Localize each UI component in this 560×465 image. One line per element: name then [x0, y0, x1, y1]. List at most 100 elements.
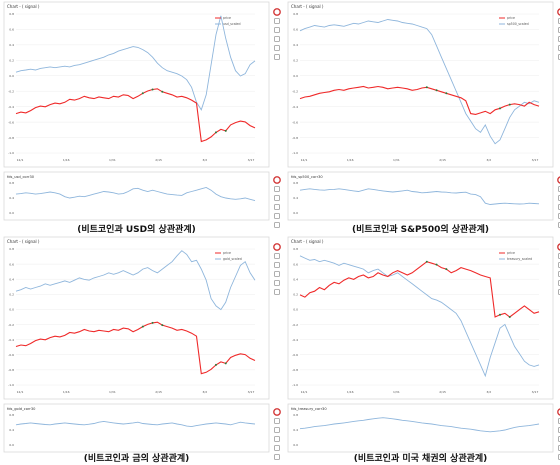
- bokeh-logo-icon: [273, 243, 281, 251]
- y-tick-label: 0.4: [9, 277, 14, 281]
- y-tick-label: -0.2: [292, 89, 298, 93]
- x-tick-label: 1/16: [347, 158, 354, 162]
- price-point-marker: [214, 363, 217, 366]
- price-point-marker: [498, 313, 501, 316]
- pan-icon[interactable]: [558, 186, 560, 192]
- y-tick-label: 0.0: [9, 308, 14, 312]
- wheel-zoom-icon[interactable]: [558, 436, 560, 442]
- price-point-marker: [224, 129, 227, 132]
- corr30-line: [299, 188, 540, 205]
- sub-y-tick-label: 0.4: [293, 428, 298, 432]
- bokeh-logo-icon: [273, 176, 281, 184]
- sub-chart-frame: [3, 171, 270, 221]
- x-tick-label: 3/2: [202, 390, 207, 394]
- box-zoom-icon[interactable]: [558, 195, 560, 201]
- save-icon[interactable]: [274, 45, 280, 51]
- reset-icon[interactable]: [558, 289, 560, 295]
- pan-icon[interactable]: [558, 18, 560, 24]
- pan-icon[interactable]: [274, 253, 280, 259]
- y-tick-label: -0.2: [8, 89, 14, 93]
- sub-y-tick-label: 0.0: [293, 211, 298, 215]
- box-zoom-icon[interactable]: [274, 427, 280, 433]
- save-icon[interactable]: [558, 445, 560, 451]
- bokeh-logo-icon: [273, 408, 281, 416]
- x-tick-label: 1/16: [347, 390, 354, 394]
- save-icon[interactable]: [558, 280, 560, 286]
- reset-icon[interactable]: [274, 222, 280, 228]
- y-tick-label: 0.4: [293, 43, 298, 47]
- bokeh-logo-icon: [557, 408, 560, 416]
- price-point-marker: [161, 324, 164, 327]
- price-point-marker: [224, 362, 227, 365]
- y-tick-label: -0.4: [292, 338, 298, 342]
- chart-panel-1: Chart - ( signal ) 0.8 0.6 0.4 0.2 0.0 -0.2 -0.…: [3, 1, 281, 235]
- sub-chart-frame: [287, 171, 554, 221]
- pan-icon[interactable]: [558, 253, 560, 259]
- pan-icon[interactable]: [558, 418, 560, 424]
- box-zoom-icon[interactable]: [558, 27, 560, 33]
- wheel-zoom-icon[interactable]: [274, 204, 280, 210]
- wheel-zoom-icon[interactable]: [274, 36, 280, 42]
- sub-y-tick-label: 0.8: [293, 181, 298, 185]
- save-icon[interactable]: [558, 45, 560, 51]
- y-tick-label: 0.0: [293, 308, 298, 312]
- y-tick-label: 0.6: [293, 28, 298, 32]
- sub-y-tick-label: 0.0: [293, 443, 298, 447]
- figure-caption: (비트코인과 USD의 상관관계): [77, 223, 196, 235]
- price-point-marker: [435, 263, 438, 266]
- bokeh-logo-icon: [557, 243, 560, 251]
- x-tick-label: 3/2: [202, 158, 207, 162]
- price-point-marker: [508, 103, 511, 106]
- y-tick-label: 0.8: [9, 12, 14, 16]
- reset-icon[interactable]: [558, 222, 560, 228]
- sub-chart-title: fds_usd_corr30: [7, 175, 35, 179]
- x-tick-label: 3/2: [486, 158, 491, 162]
- reset-icon[interactable]: [558, 54, 560, 60]
- box-zoom-icon[interactable]: [274, 27, 280, 33]
- pan-icon[interactable]: [274, 18, 280, 24]
- price-point-marker: [445, 268, 448, 271]
- box-zoom-icon[interactable]: [558, 262, 560, 268]
- wheel-zoom-icon[interactable]: [558, 204, 560, 210]
- x-tick-label: 3/17: [248, 158, 255, 162]
- reset-icon[interactable]: [274, 289, 280, 295]
- box-zoom-icon[interactable]: [274, 262, 280, 268]
- x-tick-label: 12/1: [301, 390, 308, 394]
- chart-panel-2: Chart - ( signal ) 0.8 0.6 0.4 0.2 0.0 -0.2 -0.…: [287, 1, 560, 235]
- reset-icon[interactable]: [274, 54, 280, 60]
- y-tick-label: -1.0: [8, 383, 14, 387]
- save-icon[interactable]: [274, 280, 280, 286]
- x-tick-label: 1/31: [393, 390, 400, 394]
- sub-y-tick-label: 0.8: [9, 413, 14, 417]
- price-point-marker: [161, 90, 164, 93]
- chart-panel-4: Chart - ( signal ) 0.8 0.6 0.4 0.2 0.0 -0.2 -0.…: [287, 236, 560, 464]
- legend-label: price: [223, 251, 231, 255]
- sub-chart-frame: [3, 403, 270, 453]
- y-tick-label: -1.0: [292, 151, 298, 155]
- main-chart-frame: [3, 1, 270, 168]
- save-icon[interactable]: [274, 445, 280, 451]
- save-icon[interactable]: [558, 213, 560, 219]
- box-zoom-icon[interactable]: [558, 427, 560, 433]
- save-icon[interactable]: [274, 213, 280, 219]
- sub-y-tick-label: 0.4: [9, 196, 14, 200]
- wheel-zoom-icon[interactable]: [558, 36, 560, 42]
- price-line: [15, 321, 256, 375]
- pan-icon[interactable]: [274, 186, 280, 192]
- wheel-zoom-icon[interactable]: [274, 436, 280, 442]
- y-tick-label: 0.6: [9, 262, 14, 266]
- pan-icon[interactable]: [274, 418, 280, 424]
- wheel-zoom-icon[interactable]: [558, 271, 560, 277]
- y-tick-label: -0.2: [292, 323, 298, 327]
- wheel-zoom-icon[interactable]: [274, 271, 280, 277]
- scaled-line: [15, 15, 256, 111]
- y-tick-label: -0.4: [8, 338, 14, 342]
- reset-icon[interactable]: [274, 454, 280, 460]
- x-tick-label: 12/1: [17, 158, 24, 162]
- y-tick-label: 0.2: [9, 59, 14, 63]
- reset-icon[interactable]: [558, 454, 560, 460]
- corr30-line: [299, 417, 540, 433]
- box-zoom-icon[interactable]: [274, 195, 280, 201]
- price-point-marker: [445, 92, 448, 95]
